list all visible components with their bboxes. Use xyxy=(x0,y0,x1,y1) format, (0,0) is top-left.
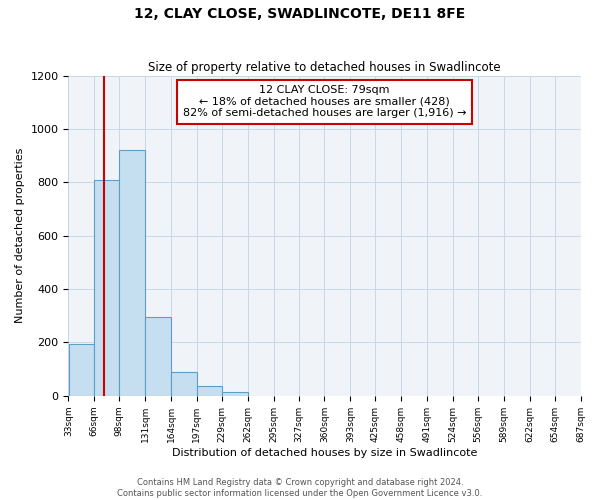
Bar xyxy=(94,180,119,396)
Bar xyxy=(119,150,145,396)
Text: Contains HM Land Registry data © Crown copyright and database right 2024.
Contai: Contains HM Land Registry data © Crown c… xyxy=(118,478,482,498)
Bar xyxy=(68,344,94,396)
Y-axis label: Number of detached properties: Number of detached properties xyxy=(15,148,25,324)
Text: 12 CLAY CLOSE: 79sqm
← 18% of detached houses are smaller (428)
82% of semi-deta: 12 CLAY CLOSE: 79sqm ← 18% of detached h… xyxy=(183,86,466,118)
Bar xyxy=(145,317,171,396)
Text: 12, CLAY CLOSE, SWADLINCOTE, DE11 8FE: 12, CLAY CLOSE, SWADLINCOTE, DE11 8FE xyxy=(134,8,466,22)
Bar xyxy=(222,392,248,396)
X-axis label: Distribution of detached houses by size in Swadlincote: Distribution of detached houses by size … xyxy=(172,448,477,458)
Bar xyxy=(197,386,221,396)
Title: Size of property relative to detached houses in Swadlincote: Size of property relative to detached ho… xyxy=(148,62,501,74)
Bar xyxy=(171,372,197,396)
